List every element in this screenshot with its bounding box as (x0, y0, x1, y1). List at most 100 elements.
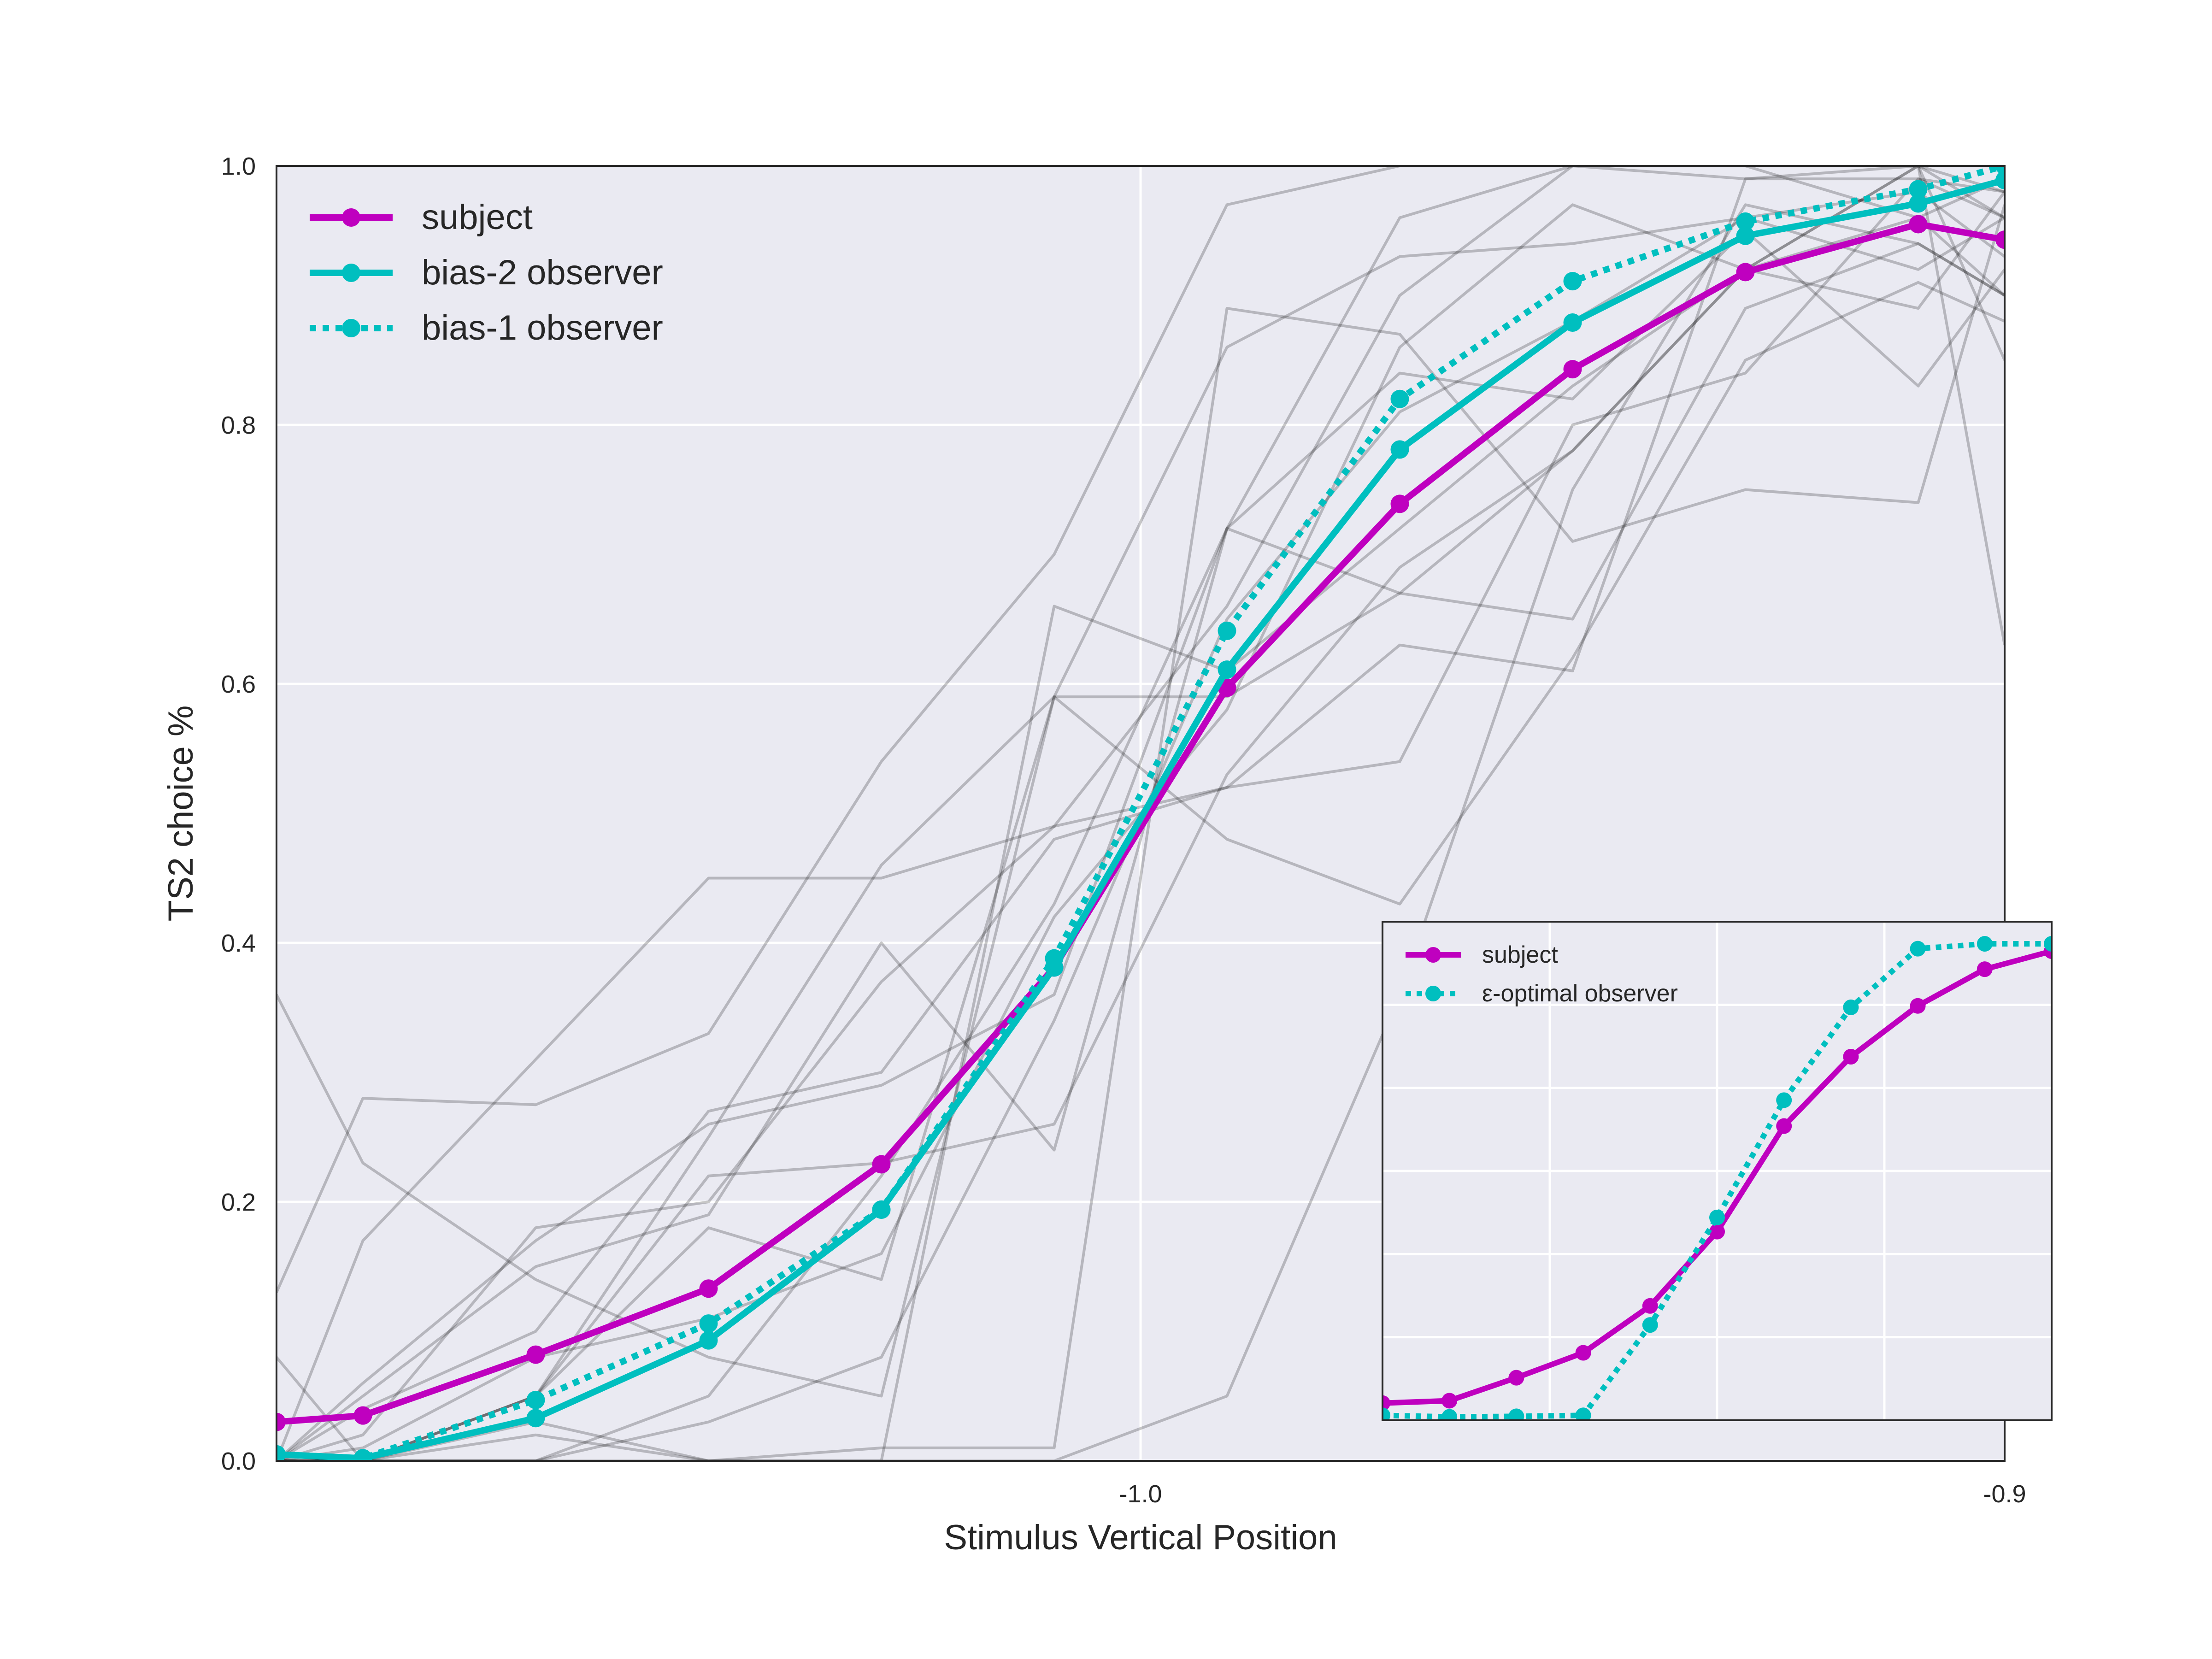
series-point (276, 1412, 286, 1431)
series-point (526, 1345, 545, 1364)
inset-series-point (1910, 998, 1926, 1014)
legend-item-subject: subject (310, 198, 533, 237)
x-tick-label: -0.9 (1983, 1480, 2026, 1508)
series-point (699, 1314, 718, 1333)
subject-line-10 (276, 166, 2005, 1461)
inset-legend: subject ε-optimal observer (1406, 941, 1678, 1007)
inset-axes-frame (1382, 921, 2053, 1421)
inset-series-point (1575, 1407, 1591, 1420)
y-tick-label: 1.0 (221, 153, 256, 180)
inset-series-point (1642, 1317, 1658, 1333)
series-point (1218, 621, 1236, 640)
inset-series-point (1441, 1393, 1458, 1409)
subject-line-8 (276, 166, 2005, 1461)
legend-marker-bias-1 (342, 319, 360, 337)
series-point (1736, 263, 1755, 282)
subject-line-2 (276, 166, 2005, 1293)
series-point (1563, 313, 1582, 332)
subject-line-7 (276, 166, 2005, 1461)
inset-series-point (1776, 1092, 1792, 1108)
inset-series-point (1642, 1298, 1658, 1314)
series-point (1390, 494, 1409, 513)
inset-series-point (1843, 1048, 1859, 1065)
legend-marker-subject (342, 208, 360, 227)
inset-series-0 (1382, 943, 2052, 1411)
legend-label-subject: subject (422, 198, 533, 237)
inset-series-point (1709, 1224, 1725, 1240)
y-tick-label: 0.0 (221, 1447, 256, 1475)
legend-marker-bias-2 (342, 264, 360, 282)
inset-series-line (1382, 948, 2052, 1406)
inset-series (1382, 936, 2052, 1420)
inset-series-point (1776, 1118, 1792, 1134)
series-point (276, 1445, 286, 1461)
main-axes-frame (276, 165, 2006, 1462)
inset-series-point (1910, 941, 1926, 957)
series-line (276, 177, 2005, 1461)
inset-series-point (1843, 999, 1859, 1015)
inset-legend-item-eps-optimal: ε-optimal observer (1406, 980, 1678, 1007)
series-point (1218, 660, 1236, 679)
main-legend: subject bias-2 observer bias-1 observer (310, 198, 663, 347)
inset-series-point (1508, 1408, 1524, 1420)
inset-grid (1382, 922, 2052, 1420)
x-axis-label: Stimulus Vertical Position (944, 1518, 1337, 1557)
subject-line-9 (276, 229, 2005, 1461)
y-tick-label: 0.6 (221, 671, 256, 698)
series-point (1995, 230, 2005, 249)
inset-legend-item-subject: subject (1406, 941, 1558, 968)
subject-line-16 (276, 191, 2005, 1461)
x-tick-label: -1.0 (1119, 1480, 1162, 1508)
series-line (276, 166, 2005, 1461)
series-point (1909, 194, 1928, 213)
series-point (353, 1406, 372, 1425)
inset-series-line (1382, 941, 2052, 1420)
subject-line-4 (276, 203, 2005, 1461)
subject-line-11 (276, 242, 2005, 1461)
subject-line-6 (276, 204, 2005, 1461)
y-axis-label: TS2 choice % (161, 706, 200, 922)
series-point (353, 1449, 372, 1461)
series-point (872, 1200, 891, 1219)
inset-series-point (1575, 1345, 1591, 1361)
series-2 (276, 166, 2005, 1461)
series-point (1045, 949, 1064, 968)
series-point (699, 1279, 718, 1298)
legend-label-bias-1: bias-1 observer (422, 308, 663, 347)
x-tick-labels: -1.0 -0.9 (1119, 1480, 2026, 1508)
series-point (1909, 180, 1928, 199)
series-point (1390, 440, 1409, 459)
series-point (1909, 215, 1928, 234)
subject-line-15 (276, 166, 2005, 1461)
legend-item-bias-2: bias-2 observer (310, 253, 663, 292)
series-point (526, 1409, 545, 1428)
inset-axes: subject ε-optimal observer (1382, 921, 2053, 1421)
inset-series-point (1382, 1395, 1390, 1411)
series-point (699, 1331, 718, 1350)
inset-series-point (1508, 1370, 1524, 1386)
y-tick-label: 0.8 (221, 412, 256, 439)
inset-series-point (1441, 1409, 1458, 1420)
series-0 (276, 215, 2005, 1431)
series-point (1736, 212, 1755, 231)
inset-series-point (1382, 1407, 1390, 1420)
series-point (526, 1390, 545, 1409)
series-point (1563, 360, 1582, 379)
inset-series-point (2044, 936, 2052, 952)
subject-line-3 (276, 177, 2005, 1461)
series-point (1995, 171, 2005, 189)
legend-label-bias-2: bias-2 observer (422, 253, 663, 292)
series-point (1736, 226, 1755, 245)
inset-series-1 (1382, 936, 2052, 1420)
inset-series-point (1977, 961, 1993, 977)
series-point (1390, 389, 1409, 408)
y-tick-label: 0.2 (221, 1188, 256, 1216)
y-tick-label: 0.4 (221, 930, 256, 957)
inset-series-point (1709, 1209, 1725, 1225)
inset-legend-marker-eps-optimal (1425, 986, 1441, 1001)
inset-legend-label-subject: subject (1482, 941, 1558, 968)
series-point (1995, 166, 2005, 175)
series-point (1563, 272, 1582, 291)
series-point (872, 1155, 891, 1174)
